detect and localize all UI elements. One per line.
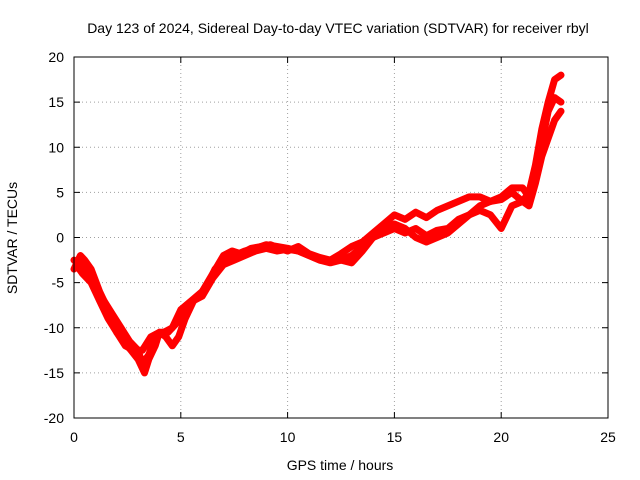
y-tick-label: 0 [56,230,64,246]
grid-lines [74,57,608,418]
x-tick-label: 5 [177,429,185,445]
x-tick-label: 25 [600,429,616,445]
y-tick-label: 20 [48,49,64,65]
x-tick-label: 10 [280,429,296,445]
y-tick-label: -10 [44,320,64,336]
y-tick-label: 5 [56,184,64,200]
y-tick-label: -15 [44,365,64,381]
data-series [70,71,565,377]
axis-ticks: 0 5 10 15 20 25 -20 -15 -10 -5 0 5 10 15 20 [44,49,616,445]
x-tick-label: 20 [493,429,509,445]
y-tick-label: 10 [48,139,64,155]
x-axis-label: GPS time / hours [287,457,394,473]
chart-title: Day 123 of 2024, Sidereal Day-to-day VTE… [87,20,589,36]
x-tick-label: 15 [387,429,403,445]
x-tick-label: 0 [70,429,78,445]
y-tick-label: -20 [44,410,64,426]
series-line-trace-a [70,71,565,368]
y-tick-label: 15 [48,94,64,110]
y-axis-label: SDTVAR / TECUs [4,182,20,294]
series-line-trace-c [70,94,565,377]
y-tick-label: -5 [52,275,65,291]
